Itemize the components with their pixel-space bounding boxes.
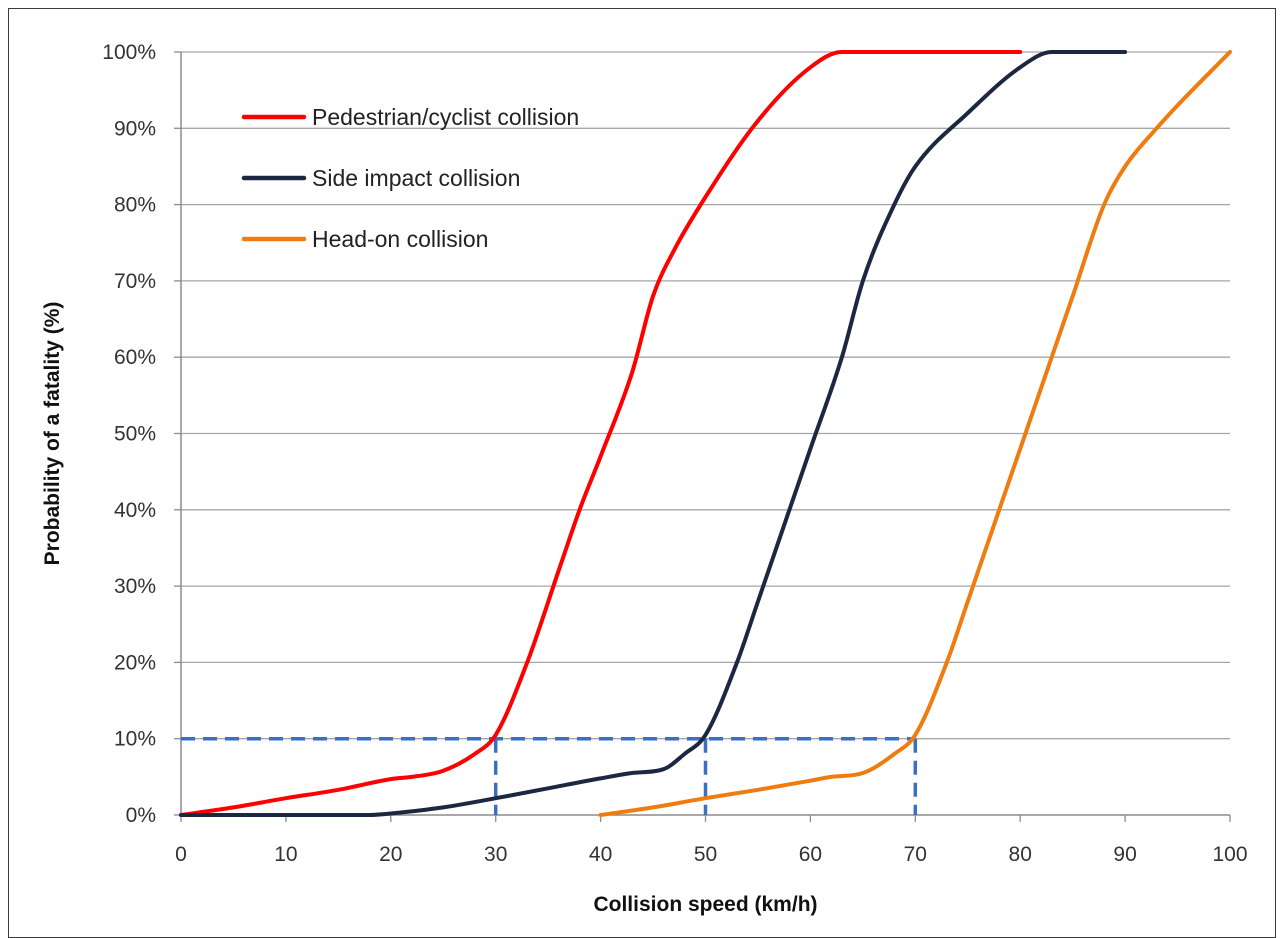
x-tick-label: 30 [484, 843, 507, 866]
x-tick-label: 80 [1009, 843, 1032, 866]
x-tick-label: 100 [1212, 843, 1247, 866]
legend: Pedestrian/cyclist collision Side impact … [244, 104, 579, 252]
legend-label: Side impact collision [312, 165, 520, 191]
y-tick-label: 90% [114, 117, 156, 140]
y-tick-label: 0% [126, 804, 156, 827]
x-tick-label: 0 [175, 843, 187, 866]
x-tick-label: 70 [904, 843, 927, 866]
y-tick-label: 20% [114, 651, 156, 674]
y-tick-label: 40% [114, 499, 156, 522]
x-axis-title: Collision speed (km/h) [593, 893, 817, 916]
tick-labels: 0% 10% 20% 30% 40% 50% 60% 70% 80% 90% 100% 0 10 20 30… [102, 41, 1247, 866]
gridlines [181, 52, 1230, 739]
x-tick-label: 50 [694, 843, 717, 866]
y-tick-label: 60% [114, 346, 156, 369]
y-tick-label: 100% [102, 41, 156, 64]
legend-label: Head-on collision [312, 226, 488, 252]
x-tick-label: 20 [379, 843, 402, 866]
reference-lines [181, 739, 915, 815]
x-tick-label: 40 [589, 843, 612, 866]
x-tick-label: 60 [799, 843, 822, 866]
y-tick-label: 50% [114, 423, 156, 446]
y-tick-label: 30% [114, 575, 156, 598]
legend-label: Pedestrian/cyclist collision [312, 104, 579, 130]
x-tick-label: 90 [1113, 843, 1136, 866]
y-tick-label: 70% [114, 270, 156, 293]
x-tick-label: 10 [274, 843, 297, 866]
y-axis-title: Probability of a fatality (%) [41, 302, 64, 566]
y-tick-label: 10% [114, 728, 156, 751]
y-tick-label: 80% [114, 194, 156, 217]
